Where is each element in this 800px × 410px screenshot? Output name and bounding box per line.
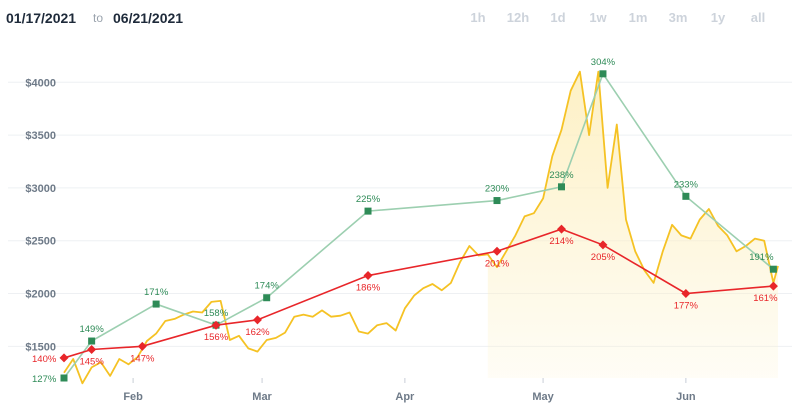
- green-point: [152, 300, 160, 308]
- green-point: [60, 374, 68, 382]
- date-separator: to: [93, 11, 104, 25]
- green-point: [263, 294, 271, 302]
- red-point: [363, 271, 373, 281]
- red-point: [137, 341, 147, 351]
- date-to[interactable]: 06/21/2021: [113, 10, 184, 26]
- x-axis: Feb Mar Apr May Jun: [123, 378, 696, 403]
- red-point-label: 186%: [356, 283, 381, 294]
- green-point: [557, 183, 565, 191]
- x-tick-label: Feb: [123, 391, 143, 403]
- red-point: [598, 240, 608, 250]
- red-point-label: 140%: [32, 354, 57, 365]
- range-all[interactable]: all: [750, 10, 766, 25]
- green-point-label: 149%: [79, 324, 104, 335]
- red-point: [556, 224, 566, 234]
- price-area-fill: [487, 71, 778, 378]
- red-point-label: 156%: [204, 332, 229, 343]
- y-axis: $1500 $2000 $2500 $3000 $3500 $4000: [25, 77, 56, 353]
- x-tick-label: Apr: [395, 391, 415, 403]
- red-point-label: 201%: [485, 258, 510, 269]
- red-point-label: 145%: [79, 356, 104, 367]
- date-from[interactable]: 01/17/2021: [6, 10, 77, 26]
- point-labels: 127% 149% 171% 158% 174% 225% 230% 238% 304% 233%…: [32, 57, 778, 385]
- range-1h[interactable]: 1h: [470, 10, 486, 25]
- red-point: [87, 344, 97, 354]
- red-point: [492, 246, 502, 256]
- range-selector: 1h 12h 1d 1w 1m 3m 1y all: [458, 10, 778, 25]
- y-tick-label: $3500: [25, 130, 56, 142]
- red-point-label: 161%: [753, 293, 778, 304]
- red-point-label: 177%: [674, 301, 699, 312]
- green-point: [493, 197, 501, 205]
- red-point-label: 214%: [549, 236, 574, 247]
- x-tick-label: May: [532, 391, 554, 403]
- green-point-label: 304%: [591, 57, 616, 68]
- green-point: [88, 337, 96, 345]
- red-point-label: 162%: [245, 327, 270, 338]
- range-1w[interactable]: 1w: [589, 10, 607, 25]
- green-point-label: 174%: [255, 281, 280, 292]
- red-point: [211, 320, 221, 330]
- red-point-label: 147%: [130, 353, 155, 364]
- y-tick-label: $2500: [25, 236, 56, 248]
- green-point-label: 171%: [144, 287, 169, 298]
- x-tick-label: Jun: [676, 391, 696, 403]
- x-tick-label: Mar: [252, 391, 272, 403]
- green-point-label: 127%: [32, 374, 57, 385]
- price-area: [487, 71, 778, 378]
- range-1m[interactable]: 1m: [628, 10, 648, 25]
- red-point-label: 205%: [591, 252, 616, 263]
- y-tick-label: $4000: [25, 77, 56, 89]
- y-tick-label: $2000: [25, 289, 56, 301]
- green-point-label: 238%: [549, 170, 574, 181]
- chart-header: 01/17/2021 to 06/21/2021 1h 12h 1d 1w 1m…: [0, 0, 800, 40]
- red-point: [768, 281, 778, 291]
- range-3m[interactable]: 3m: [668, 10, 688, 25]
- green-point: [364, 207, 372, 215]
- red-point: [681, 289, 691, 298]
- green-point-label: 225%: [356, 194, 381, 205]
- green-point: [599, 70, 607, 78]
- green-point: [769, 265, 777, 273]
- green-point-label: 230%: [485, 184, 510, 195]
- green-point-label: 233%: [674, 179, 699, 190]
- y-tick-label: $3000: [25, 183, 56, 195]
- y-tick-label: $1500: [25, 341, 56, 353]
- red-point: [252, 315, 262, 325]
- range-1d[interactable]: 1d: [550, 10, 566, 25]
- series-markers: [59, 70, 778, 382]
- range-1y[interactable]: 1y: [710, 10, 726, 25]
- green-point-label: 158%: [204, 308, 229, 319]
- range-12h[interactable]: 12h: [506, 10, 530, 25]
- green-point: [682, 192, 690, 200]
- red-point: [59, 353, 69, 363]
- green-point-label: 191%: [749, 252, 774, 263]
